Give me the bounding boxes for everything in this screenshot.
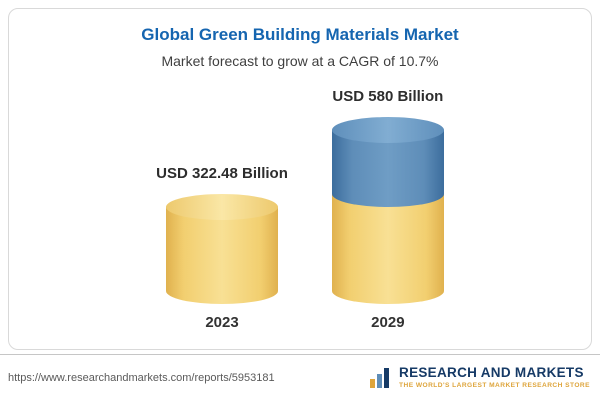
cylinder-2023 [166,194,278,304]
value-label-2023: USD 322.48 Billion [156,165,288,182]
research-and-markets-logo[interactable]: RESEARCH AND MARKETS THE WORLD'S LARGEST… [368,365,590,389]
cylinder-segment-2029-growth [331,117,444,207]
cylinder-segment-2023-base [166,194,278,304]
bar-column-2029: USD 580 Billion 2029 [331,88,444,331]
chart-area: USD 322.48 Billion 2023 USD 580 Billion … [9,79,591,349]
chart-subtitle: Market forecast to grow at a CAGR of 10.… [161,53,439,69]
report-url[interactable]: https://www.researchandmarkets.com/repor… [8,371,275,384]
year-label-2029: 2029 [371,314,405,331]
value-label-2029: USD 580 Billion [332,88,444,105]
cylinder-segment-2029-base [331,193,444,304]
logo-tagline: THE WORLD'S LARGEST MARKET RESEARCH STOR… [399,381,590,389]
logo-text: RESEARCH AND MARKETS THE WORLD'S LARGEST… [399,365,590,389]
chart-card: Global Green Building Materials Market M… [8,8,592,350]
logo-title: RESEARCH AND MARKETS [399,365,584,381]
logo-mark-icon [370,367,390,388]
bar-column-2023: USD 322.48 Billion 2023 [156,165,288,331]
chart-title: Global Green Building Materials Market [141,25,459,44]
year-label-2023: 2023 [205,314,239,331]
cylinder-cap-2029 [331,117,444,143]
cylinder-2029 [331,117,444,304]
cylinder-cap-2023 [166,194,278,220]
footer: https://www.researchandmarkets.com/repor… [0,354,600,400]
